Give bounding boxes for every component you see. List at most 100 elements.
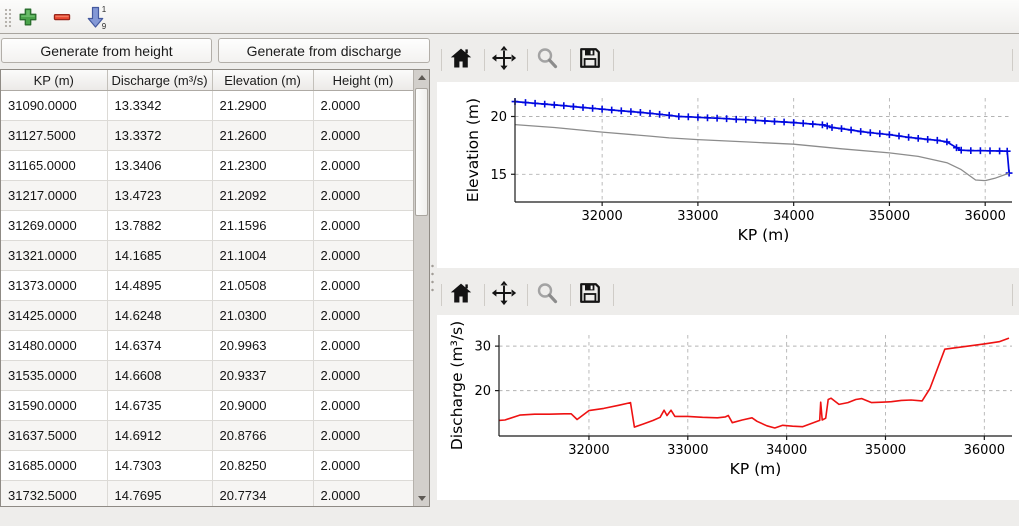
table-cell[interactable]: 20.8250 [212,450,314,481]
remove-row-button[interactable] [49,4,75,30]
table-cell[interactable]: 21.2900 [212,90,314,121]
magnifier-icon [535,46,559,75]
table-cell[interactable]: 31637.5000 [1,420,108,451]
scroll-down-button[interactable] [414,491,429,506]
table-cell[interactable]: 2.0000 [313,390,413,421]
table-cell[interactable]: 31425.0000 [1,300,108,331]
table-cell[interactable]: 31732.5000 [1,480,108,506]
discharge-plot-toolbar [437,280,1019,309]
table-row: 31732.5000 14.7695 20.7734 2.0000 [1,480,413,506]
table-cell[interactable]: 21.2600 [212,120,314,151]
pane-splitter-handle[interactable] [430,262,435,296]
table-cell[interactable]: 14.1685 [107,240,213,271]
save-button[interactable] [571,281,609,309]
x-tick-label: 34000 [773,209,814,224]
table-cell[interactable]: 2.0000 [313,240,413,271]
table-cell[interactable]: 20.8766 [212,420,314,451]
table-cell[interactable]: 2.0000 [313,450,413,481]
table-cell[interactable]: 2.0000 [313,300,413,331]
y-tick-label: 20 [490,110,507,125]
table-cell[interactable]: 31127.5000 [1,120,108,151]
toolbar-separator [484,284,485,306]
table-cell[interactable]: 2.0000 [313,330,413,361]
table-cell[interactable]: 14.7303 [107,450,213,481]
table-cell[interactable]: 2.0000 [313,210,413,241]
table-row: 31535.0000 14.6608 20.9337 2.0000 [1,360,413,391]
table-row: 31637.5000 14.6912 20.8766 2.0000 [1,420,413,451]
sort-ascending-button[interactable]: 1 9 [82,4,110,30]
table-cell[interactable]: 31590.0000 [1,390,108,421]
table-cell[interactable]: 31090.0000 [1,90,108,121]
toolbar-separator [441,49,442,71]
table-cell[interactable]: 2.0000 [313,360,413,391]
zoom-button[interactable] [528,46,566,74]
column-header[interactable]: KP (m) [1,70,108,91]
discharge-plot-canvas[interactable]: 32000 33000 34000 35000 36000 20 30 KP (m) Disch… [437,315,1019,500]
home-button[interactable] [442,46,480,74]
table-cell[interactable]: 14.4895 [107,270,213,301]
x-tick-label: 35000 [865,443,906,458]
table-cell[interactable]: 14.6912 [107,420,213,451]
table-cell[interactable]: 21.2092 [212,180,314,211]
table-cell[interactable]: 21.0508 [212,270,314,301]
toolbar-separator [441,284,442,306]
table-cell[interactable]: 14.6608 [107,360,213,391]
table-vertical-scrollbar[interactable] [413,70,429,506]
home-button[interactable] [442,281,480,309]
table-cell[interactable]: 31217.0000 [1,180,108,211]
table-cell[interactable]: 21.1004 [212,240,314,271]
generate-from-discharge-button[interactable]: Generate from discharge [218,38,430,63]
pan-button[interactable] [485,45,523,74]
table-cell[interactable]: 20.9000 [212,390,314,421]
table-cell[interactable]: 14.6248 [107,300,213,331]
table-cell[interactable]: 31269.0000 [1,210,108,241]
table-cell[interactable]: 2.0000 [313,150,413,181]
table-cell[interactable]: 2.0000 [313,420,413,451]
table-cell[interactable]: 31373.0000 [1,270,108,301]
table-cell[interactable]: 31480.0000 [1,330,108,361]
column-header[interactable]: Height (m) [313,70,413,91]
table-cell[interactable]: 31685.0000 [1,450,108,481]
table-body: 31090.0000 13.3342 21.2900 2.0000 31127.5000… [1,90,413,506]
elevation-plot-canvas[interactable]: 32000 33000 34000 35000 36000 15 20 KP (m) Eleva… [437,82,1019,268]
table-cell[interactable]: 14.6374 [107,330,213,361]
pan-button[interactable] [485,280,523,309]
home-icon [449,281,473,310]
toolbar-separator [1012,49,1013,71]
table-cell[interactable]: 2.0000 [313,90,413,121]
table-cell[interactable]: 2.0000 [313,120,413,151]
zoom-button[interactable] [528,281,566,309]
table-cell[interactable]: 20.9963 [212,330,314,361]
table-cell[interactable]: 2.0000 [313,180,413,211]
generate-from-height-button[interactable]: Generate from height [1,38,212,63]
table-cell[interactable]: 21.2300 [212,150,314,181]
table-row: 31321.0000 14.1685 21.1004 2.0000 [1,240,413,271]
table-cell[interactable]: 31535.0000 [1,360,108,391]
table-cell[interactable]: 31165.0000 [1,150,108,181]
sort-badge-top: 1 [102,5,107,14]
table-cell[interactable]: 20.7734 [212,480,314,506]
table-cell[interactable]: 13.3372 [107,120,213,151]
chart-svg: 32000 33000 34000 35000 36000 20 30 KP (m) Disch… [448,321,1012,478]
table-cell[interactable]: 21.1596 [212,210,314,241]
scroll-up-button[interactable] [414,70,429,85]
table-cell[interactable]: 13.4723 [107,180,213,211]
table-cell[interactable]: 14.7695 [107,480,213,506]
table-cell[interactable]: 20.9337 [212,360,314,391]
table-cell[interactable]: 2.0000 [313,480,413,506]
toolbar-separator [527,49,528,71]
table-cell[interactable]: 14.6735 [107,390,213,421]
add-row-button[interactable] [15,4,41,30]
table-cell[interactable]: 21.0300 [212,300,314,331]
table-cell[interactable]: 2.0000 [313,270,413,301]
toolbar-grip-handle[interactable] [4,8,12,27]
y-tick-label: 30 [474,340,491,355]
column-header[interactable]: Elevation (m) [212,70,314,91]
column-header[interactable]: Discharge (m³/s) [107,70,213,91]
table-cell[interactable]: 13.3406 [107,150,213,181]
table-cell[interactable]: 31321.0000 [1,240,108,271]
table-cell[interactable]: 13.7882 [107,210,213,241]
scrollbar-thumb[interactable] [415,88,428,216]
save-button[interactable] [571,46,609,74]
table-cell[interactable]: 13.3342 [107,90,213,121]
